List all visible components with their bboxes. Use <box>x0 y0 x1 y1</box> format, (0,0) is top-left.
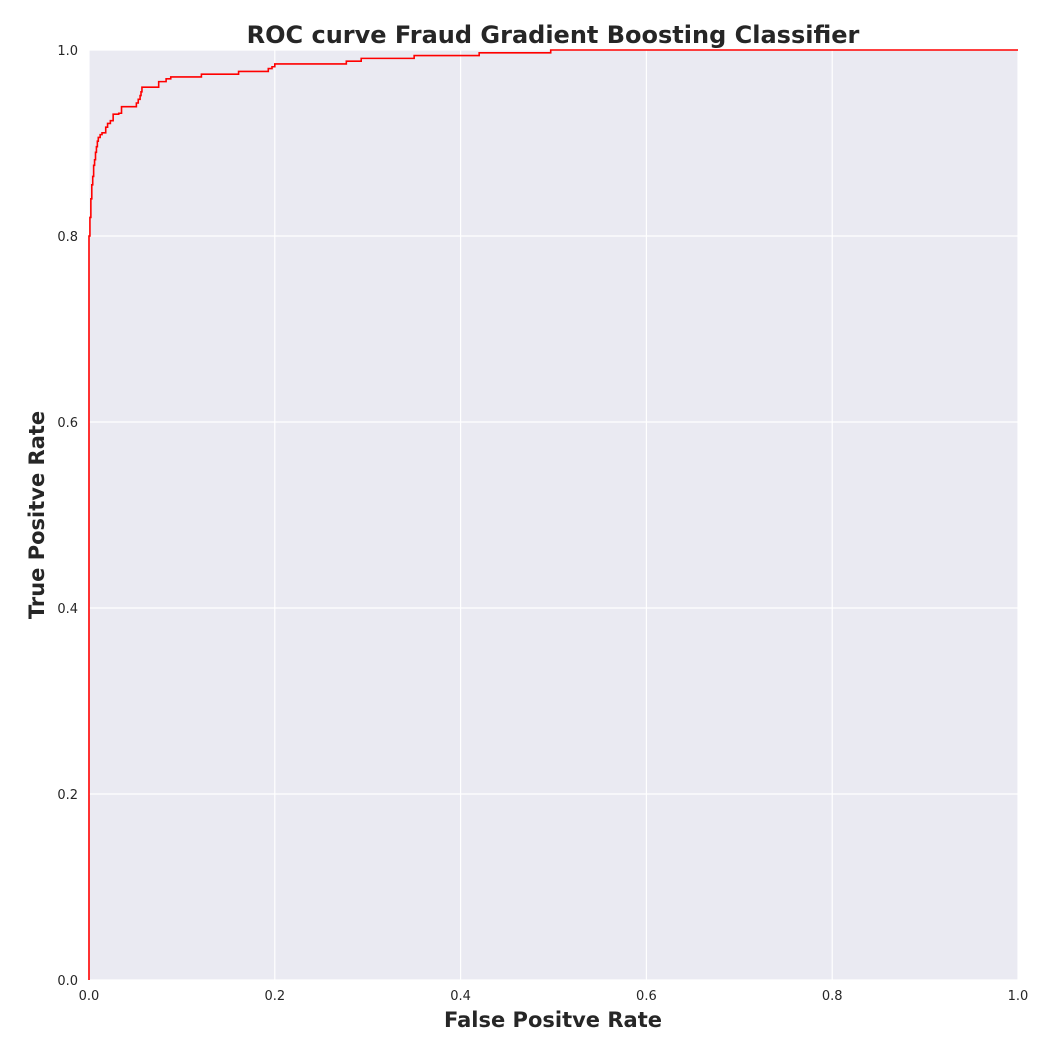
roc-curve-line <box>88 49 1018 980</box>
plot-area <box>89 50 1018 980</box>
y-tick-label: 1.0 <box>57 44 78 59</box>
y-tick-label: 0.2 <box>57 788 78 803</box>
x-tick-label: 0.2 <box>264 989 285 1004</box>
y-axis-label: True Positve Rate <box>25 411 49 619</box>
x-tick-label: 1.0 <box>1008 989 1029 1004</box>
y-tick-label: 0.0 <box>57 974 78 989</box>
grid <box>88 49 1019 981</box>
x-tick-label: 0.4 <box>450 989 471 1004</box>
y-tick-label: 0.6 <box>57 416 78 431</box>
x-tick-label: 0.0 <box>79 989 100 1004</box>
y-tick-label: 0.8 <box>57 230 78 245</box>
x-tick-label: 0.6 <box>636 989 657 1004</box>
x-tick-label: 0.8 <box>822 989 843 1004</box>
chart-title: ROC curve Fraud Gradient Boosting Classi… <box>247 21 860 49</box>
tick-labels: 0.0 0.2 0.4 0.6 0.8 1.0 0.0 0.2 0.4 0.6 0.8 1.0 <box>57 44 1028 1004</box>
x-axis-label: False Positve Rate <box>444 1008 662 1032</box>
series-group <box>88 49 1018 980</box>
y-tick-label: 0.4 <box>57 602 78 617</box>
